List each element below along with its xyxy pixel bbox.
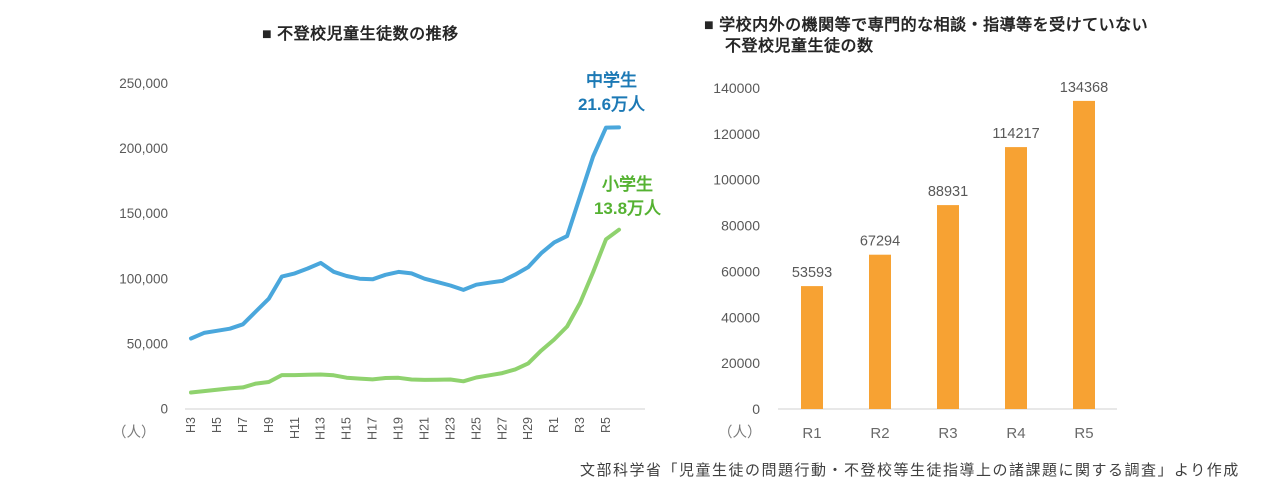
bar-category-label: R5 [1074, 425, 1093, 442]
line-x-tick-label: H29 [521, 417, 535, 440]
bar-chart-title-line1: ■ 学校内外の機関等で専門的な相談・指導等を受けていない [704, 17, 1149, 34]
line-chart-title: ■ 不登校児童生徒数の推移 [262, 26, 459, 43]
line-y-tick-label: 50,000 [127, 336, 168, 351]
junior-high-value: 21.6万人 [577, 95, 646, 114]
source-caption: 文部科学省「児童生徒の問題行動・不登校等生徒指導上の諸課題に関する調査」より作成 [580, 462, 1240, 479]
line-x-tick-label: H25 [469, 417, 483, 440]
bar-value-label: 53593 [792, 265, 832, 281]
elementary-series-label: 小学生 13.8万人 [570, 173, 685, 221]
line-y-tick-label: 200,000 [119, 141, 168, 156]
line-x-tick-label: H13 [314, 417, 328, 440]
bar-category-label: R2 [870, 425, 889, 442]
line-y-tick-label: 250,000 [119, 76, 168, 91]
line-y-tick-label: 100,000 [119, 271, 168, 286]
bar-category-label: R4 [1006, 425, 1025, 442]
bar-y-tick-label: 120000 [713, 126, 760, 142]
bar-chart-title-line2: 不登校児童生徒の数 [725, 38, 874, 55]
bar-R3 [937, 205, 959, 409]
bar-y-tick-label: 100000 [713, 172, 760, 188]
bar-R4 [1005, 147, 1027, 409]
bar-value-label: 88931 [928, 184, 968, 200]
bar-category-label: R1 [802, 425, 821, 442]
bar-R5 [1073, 100, 1095, 410]
bar-category-label: R3 [938, 425, 957, 442]
bar-y-tick-label: 140000 [713, 80, 760, 96]
bar-chart-unit-label: （人） [718, 424, 762, 441]
bar-value-label: 134368 [1060, 80, 1108, 96]
bar-value-label: 67294 [860, 234, 900, 250]
line-x-tick-label: H3 [184, 417, 198, 433]
line-x-tick-label: H11 [288, 417, 302, 439]
bar-y-tick-label: 60000 [721, 263, 760, 279]
line-x-tick-label: H27 [495, 417, 509, 440]
bar-y-tick-label: 20000 [721, 355, 760, 371]
line-x-tick-label: H17 [366, 417, 380, 440]
bar-R2 [869, 254, 891, 409]
junior-high-name: 中学生 [586, 71, 637, 90]
elementary-line [189, 227, 621, 395]
line-x-tick-label: R1 [547, 417, 561, 433]
line-chart: 0 50,000 100,000 150,000 200,000 250,000 H3 H5 H… [112, 76, 645, 441]
bar-chart-title: ■ 学校内外の機関等で専門的な相談・指導等を受けていない 不登校児童生徒の数 [704, 15, 1148, 57]
bar-y-tick-label: 0 [752, 401, 760, 417]
line-x-tick-label: H21 [417, 417, 431, 440]
line-x-tick-label: H15 [340, 417, 354, 440]
line-x-tick-label: H19 [392, 417, 406, 440]
line-chart-unit-label: （人） [112, 424, 156, 441]
junior-high-series-label: 中学生 21.6万人 [554, 69, 669, 117]
bar-y-tick-label: 80000 [721, 218, 760, 234]
line-x-tick-label: H7 [236, 417, 250, 433]
line-x-tick-label: H5 [210, 417, 224, 433]
junior-high-line [189, 125, 621, 341]
bar-value-label: 114217 [992, 126, 1039, 142]
elementary-value: 13.8万人 [593, 199, 662, 218]
line-y-tick-label: 0 [160, 402, 168, 417]
line-y-tick-label: 150,000 [119, 206, 168, 221]
line-x-tick-label: R3 [573, 417, 587, 433]
line-x-tick-label: R5 [599, 417, 613, 433]
line-x-tick-label: H23 [443, 417, 457, 440]
bar-y-tick-label: 40000 [721, 309, 760, 325]
elementary-name: 小学生 [602, 175, 653, 194]
bar-R1 [801, 286, 823, 409]
line-x-tick-label: H9 [262, 417, 276, 433]
bar-chart: 0 20000 40000 60000 80000 100000 120000 140000 5… [713, 80, 1117, 442]
